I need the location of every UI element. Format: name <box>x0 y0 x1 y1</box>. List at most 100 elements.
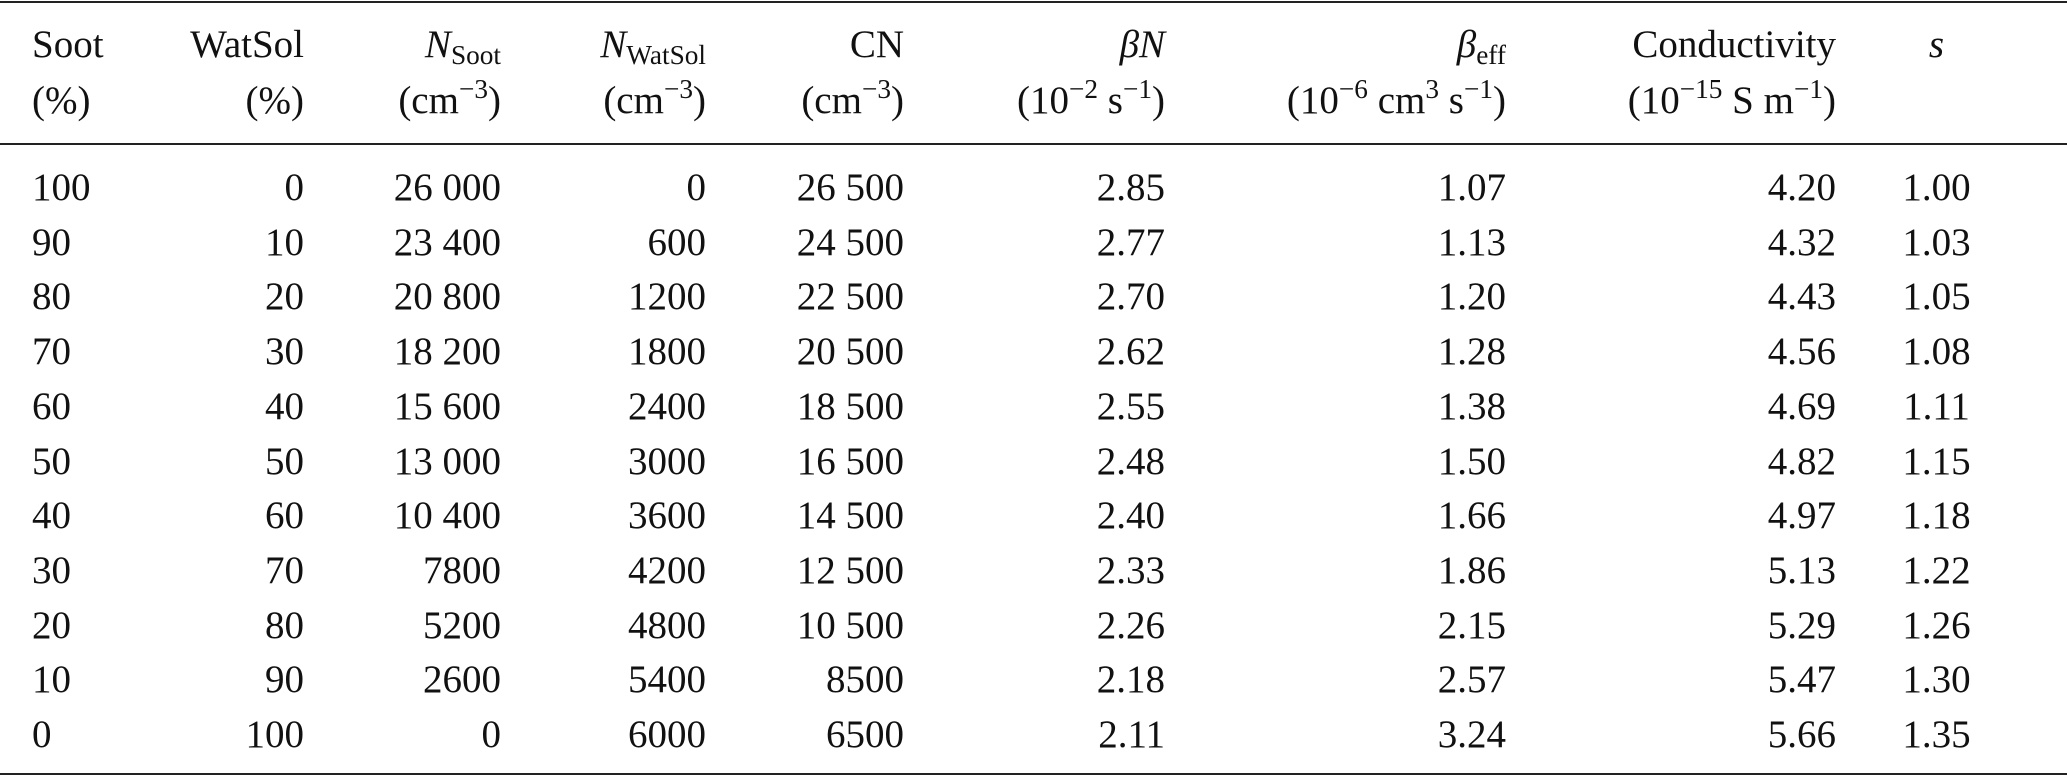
header-text: −6 <box>1338 74 1368 104</box>
table-cell: 5.47 <box>1767 658 1836 702</box>
header-text: β <box>1456 23 1477 66</box>
header-unit: (cm−3) <box>706 73 904 129</box>
table-cell: 50 <box>265 439 304 483</box>
table-cell: 30 <box>32 548 71 592</box>
table-cell: 2.18 <box>1096 658 1165 702</box>
header-unit <box>1836 73 2037 129</box>
header-text: WatSol <box>626 39 706 70</box>
table-cell: 3000 <box>628 439 706 483</box>
table-row: 30 70 7800 4200 12 500 2.33 1.86 5.13 1.22 <box>0 544 2067 599</box>
header-text: (10 <box>1016 79 1069 122</box>
table-cell: 7800 <box>423 548 501 592</box>
header-text: −1 <box>1463 74 1493 104</box>
table-row: 50 50 13 000 3000 16 500 2.48 1.50 4.82 1.15 <box>0 435 2067 490</box>
table-cell: 14 500 <box>796 494 904 538</box>
table-cell: 2.33 <box>1096 548 1165 592</box>
table-cell: 80 <box>265 603 304 647</box>
table-cell: 2600 <box>423 658 501 702</box>
header-unit: (10−15 S m−1) <box>1506 73 1836 129</box>
header-label: βeff <box>1165 17 1506 73</box>
header-unit: (10−6 cm3 s−1) <box>1165 73 1506 129</box>
header-unit: (10−2 s−1) <box>904 73 1165 129</box>
header-text: (cm <box>398 79 459 122</box>
table-cell: 600 <box>647 220 707 264</box>
table-cell: 12 500 <box>796 548 904 592</box>
header-label: NWatSol <box>501 17 706 73</box>
header-label: Conductivity <box>1506 17 1836 73</box>
table-cell: 4.69 <box>1767 384 1836 428</box>
table-cell: 1.08 <box>1902 330 1971 374</box>
header-label: CN <box>706 17 904 73</box>
header-text: −15 <box>1679 74 1723 104</box>
header-text: ) <box>1493 79 1506 122</box>
header-text: −2 <box>1068 74 1099 104</box>
header-label: s <box>1836 17 2037 73</box>
table-header: Soot (%) WatSol (%) NSoot (cm−3) NWatSol (cm−3)… <box>0 2 2067 144</box>
header-text: s <box>1439 79 1464 122</box>
table-cell: 5200 <box>423 603 501 647</box>
table-cell: 5.29 <box>1767 603 1836 647</box>
table-cell: 13 000 <box>393 439 501 483</box>
table-cell: 2.55 <box>1096 384 1165 428</box>
header-text: (cm <box>801 79 862 122</box>
header-text: ) <box>891 79 904 122</box>
table-cell: 1.00 <box>1902 166 1971 209</box>
header-text: (10 <box>1286 79 1339 122</box>
header-text: s <box>1098 79 1123 122</box>
column-header: NWatSol (cm−3) <box>501 2 706 144</box>
table-cell: 3600 <box>628 494 706 538</box>
table-cell: 6500 <box>826 713 904 757</box>
table-cell: 0 <box>481 713 502 757</box>
table-cell: 1.35 <box>1902 713 1971 757</box>
header-label: NSoot <box>304 17 501 73</box>
table-cell: 2.48 <box>1096 439 1165 483</box>
table-cell: 1.50 <box>1437 439 1506 483</box>
table-cell: 2.11 <box>1098 713 1165 757</box>
table-cell: 10 <box>265 220 304 264</box>
table-cell: 100 <box>245 713 305 757</box>
table-cell: 20 500 <box>796 330 904 374</box>
table-cell: 40 <box>265 384 304 428</box>
table-cell: 5.66 <box>1767 713 1836 757</box>
table-cell: 1.86 <box>1437 548 1506 592</box>
table-cell: 2.40 <box>1096 494 1165 538</box>
table-row: 100 0 26 000 0 26 500 2.85 1.07 4.20 1.00 <box>0 144 2067 216</box>
header-text: N <box>424 23 451 66</box>
table-cell: 1.05 <box>1902 275 1971 319</box>
table-cell: 80 <box>32 275 71 319</box>
table-cell: 30 <box>265 330 304 374</box>
table-cell: 20 <box>32 603 71 647</box>
column-header: Conductivity (10−15 S m−1) <box>1506 2 1836 144</box>
header-row: Soot (%) WatSol (%) NSoot (cm−3) NWatSol (cm−3)… <box>0 2 2067 144</box>
header-text: βN <box>1119 23 1165 66</box>
table-cell: 4.56 <box>1767 330 1836 374</box>
column-header: βeff (10−6 cm3 s−1) <box>1165 2 1506 144</box>
table-cell: 60 <box>32 384 71 428</box>
table-cell: 6000 <box>628 713 706 757</box>
header-text: (%) <box>32 79 91 122</box>
table-cell: 1.38 <box>1437 384 1506 428</box>
header-text: 3 <box>1425 74 1440 104</box>
table-row: 60 40 15 600 2400 18 500 2.55 1.38 4.69 1.11 <box>0 380 2067 435</box>
table-cell: 18 500 <box>796 384 904 428</box>
table-cell: 1200 <box>628 275 706 319</box>
table-row: 80 20 20 800 1200 22 500 2.70 1.20 4.43 1.05 <box>0 270 2067 325</box>
header-text: ) <box>693 79 706 122</box>
table-cell: 4.32 <box>1767 220 1836 264</box>
table-cell: 70 <box>32 330 71 374</box>
table-cell: 1.18 <box>1902 494 1971 538</box>
header-text: −3 <box>663 74 693 104</box>
column-header: Soot (%) <box>0 2 160 144</box>
header-text: −1 <box>1793 74 1823 104</box>
table-row: 40 60 10 400 3600 14 500 2.40 1.66 4.97 1.18 <box>0 489 2067 544</box>
column-header: βN (10−2 s−1) <box>904 2 1165 144</box>
table-cell: 15 600 <box>393 384 501 428</box>
table-cell: 10 <box>32 658 71 702</box>
table-cell: 4.82 <box>1767 439 1836 483</box>
table-cell: 23 400 <box>393 220 501 264</box>
table-cell: 26 000 <box>393 166 501 209</box>
column-header: WatSol (%) <box>160 2 304 144</box>
table-cell: 4800 <box>628 603 706 647</box>
